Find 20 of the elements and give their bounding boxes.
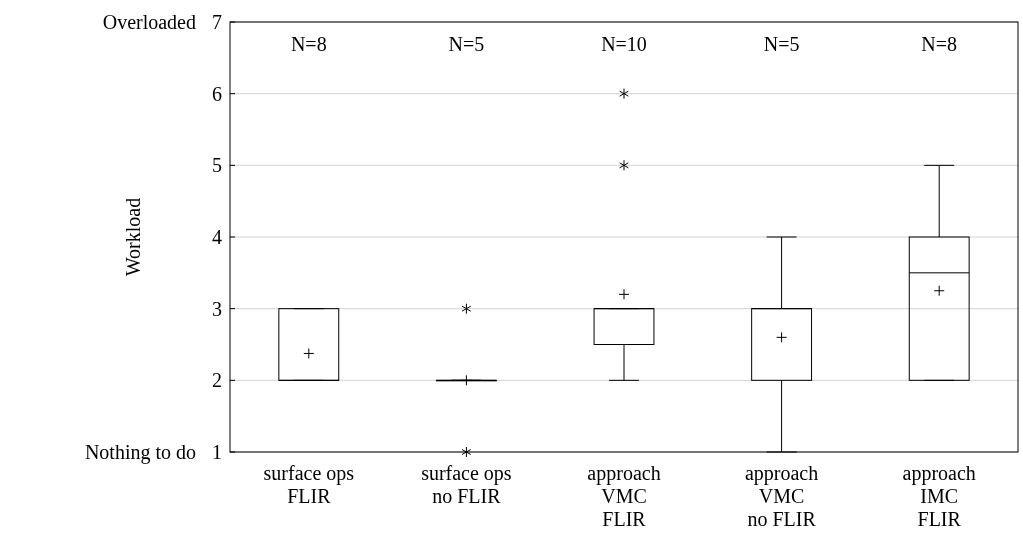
x-tick-label: surface ops FLIR xyxy=(263,462,355,507)
y-axis-title: Workload xyxy=(122,197,144,277)
y-tick-label: 7 xyxy=(212,11,222,33)
y-tick-label: 5 xyxy=(212,154,222,177)
text: Nothing to do xyxy=(84,441,196,464)
annotation: N=5 xyxy=(763,33,800,55)
y-tick-label: 1 xyxy=(212,441,222,463)
annotation: N=10 xyxy=(601,33,647,55)
y-tick-label: 6 xyxy=(212,82,222,105)
y-tick-label: 2 xyxy=(212,369,222,392)
y-tick-label: 4 xyxy=(212,226,222,248)
x-tick-label: approach VMC no FLIR xyxy=(744,462,819,530)
x-tick-label: surface ops no FLIR xyxy=(421,462,512,507)
y-tick-label: 3 xyxy=(212,297,222,320)
x-tick-label: approach VMC FLIR xyxy=(587,462,661,530)
x-tick-label: approach IMC FLIR xyxy=(902,462,976,530)
annotation: N=8 xyxy=(290,33,327,55)
annotation: N=8 xyxy=(921,33,958,55)
annotation: N=5 xyxy=(448,33,485,55)
text: Overloaded xyxy=(102,11,196,33)
